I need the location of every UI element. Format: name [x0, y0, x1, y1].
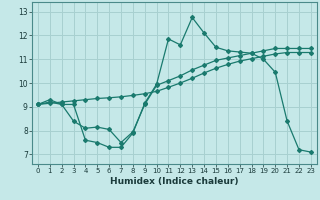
- X-axis label: Humidex (Indice chaleur): Humidex (Indice chaleur): [110, 177, 239, 186]
